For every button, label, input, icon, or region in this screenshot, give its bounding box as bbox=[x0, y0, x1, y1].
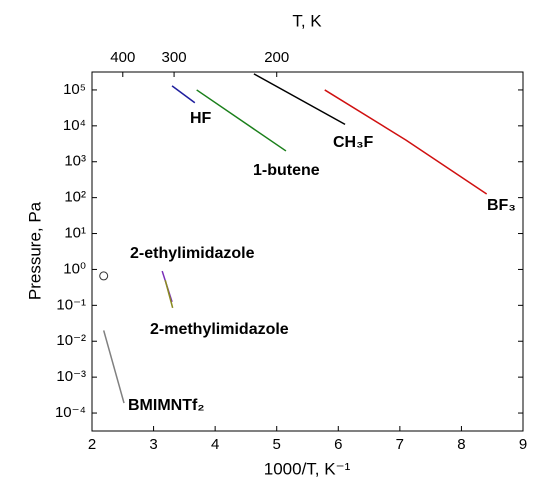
y-axis-label: Pressure, Pa bbox=[25, 201, 44, 300]
y-tick-label: 10³ bbox=[64, 153, 86, 170]
x-axis-label: 1000/T, K⁻¹ bbox=[264, 459, 351, 478]
series-label: 2-ethylimidazole bbox=[130, 245, 255, 262]
y-tick-label: 10⁻² bbox=[56, 332, 86, 349]
series-line bbox=[102, 330, 125, 404]
y-tick-label: 10² bbox=[64, 189, 86, 206]
y-tick-label: 10⁵ bbox=[63, 81, 86, 98]
series-line bbox=[164, 280, 174, 309]
x-tick-label: 8 bbox=[457, 436, 465, 453]
x-tick-label: 5 bbox=[273, 436, 281, 453]
top-tick-label: 200 bbox=[264, 49, 289, 66]
x-tick-label: 4 bbox=[211, 436, 219, 453]
y-tick-label: 10⁰ bbox=[63, 260, 86, 277]
x-tick-label: 2 bbox=[88, 436, 96, 453]
series-line bbox=[253, 73, 346, 126]
y-tick-label: 10⁻⁴ bbox=[55, 404, 86, 421]
series-label: CH₃F bbox=[333, 134, 374, 151]
series-label: 2-methylimidazole bbox=[150, 321, 289, 338]
x-tick-label: 7 bbox=[396, 436, 404, 453]
top-tick-label: 300 bbox=[162, 49, 187, 66]
series-label: BMIMNTf₂ bbox=[128, 397, 204, 414]
top-axis-label: T, K bbox=[292, 11, 322, 30]
series-line bbox=[196, 89, 287, 152]
y-tick-label: 10⁴ bbox=[63, 117, 86, 134]
top-tick-label: 400 bbox=[110, 49, 135, 66]
y-tick-label: 10⁻³ bbox=[56, 368, 86, 385]
series-label: HF bbox=[190, 110, 212, 127]
y-tick-label: 10¹ bbox=[64, 225, 86, 242]
series-label: BF₃ bbox=[487, 197, 516, 214]
x-tick-label: 6 bbox=[334, 436, 342, 453]
x-tick-label: 9 bbox=[519, 436, 527, 453]
series-line bbox=[324, 89, 488, 195]
series-line bbox=[171, 85, 196, 104]
series-label: 1-butene bbox=[253, 162, 320, 179]
x-tick-label: 3 bbox=[149, 436, 157, 453]
plot-frame bbox=[91, 71, 524, 432]
marker bbox=[99, 271, 109, 281]
y-tick-label: 10⁻¹ bbox=[56, 296, 86, 313]
